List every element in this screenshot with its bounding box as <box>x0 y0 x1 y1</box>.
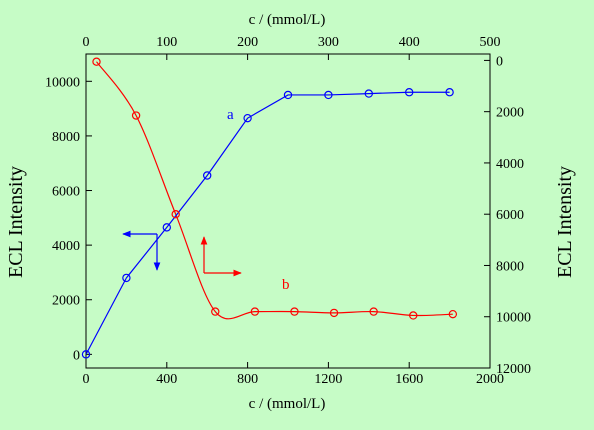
bottom-tick-label: 800 <box>237 372 258 387</box>
series-b-point <box>211 307 220 316</box>
series-b-point <box>369 307 378 316</box>
series-b-curve <box>96 61 453 320</box>
top-axis-title: c / (mmol/L) <box>249 12 326 28</box>
series-b-point <box>290 307 299 316</box>
series-b-point <box>92 57 101 66</box>
series-b-point <box>131 111 141 120</box>
bottom-axis-title: c / (mmol/L) <box>249 396 326 412</box>
series-a-line <box>85 91 450 355</box>
series-b-label: b <box>282 277 290 293</box>
right-tick-label: 12000 <box>496 362 531 377</box>
right-tick-label: 4000 <box>496 157 524 172</box>
bottom-tick-label: 1200 <box>314 372 342 387</box>
top-tick-label: 200 <box>237 35 258 50</box>
right-axis-title: ECL Intensity <box>554 166 576 278</box>
left-tick-label: 4000 <box>52 239 80 254</box>
series-a-point <box>364 89 373 98</box>
series-a-point <box>122 273 131 283</box>
plot-frame <box>85 53 491 369</box>
top-tick-label: 100 <box>156 35 177 50</box>
left-tick-label: 0 <box>73 348 80 363</box>
right-tick-label: 10000 <box>496 311 531 326</box>
series-b-point <box>171 210 180 219</box>
series-b-point <box>250 307 260 316</box>
axis-ticks: 0 400 800 1200 1600 2000 0 100 200 300 400 500 0 2000… <box>45 35 531 387</box>
top-tick-label: 500 <box>480 35 501 50</box>
series-a-point <box>243 113 252 123</box>
series-b-point <box>409 311 418 320</box>
right-tick-label: 8000 <box>496 259 524 274</box>
series-a-label: a <box>227 107 234 123</box>
red-axis-pointer <box>200 236 242 277</box>
series-a-point <box>162 223 171 232</box>
left-axis-title: ECL Intensity <box>5 166 27 278</box>
bottom-tick-label: 1600 <box>395 372 423 387</box>
right-tick-label: 6000 <box>496 208 524 223</box>
left-tick-label: 6000 <box>52 185 80 200</box>
bottom-tick-label: 400 <box>156 372 177 387</box>
left-tick-label: 10000 <box>45 75 80 90</box>
left-tick-label: 8000 <box>52 130 80 145</box>
series-b-point <box>329 308 339 318</box>
series-a-point <box>324 90 333 100</box>
left-tick-label: 2000 <box>52 294 80 309</box>
series-a-point <box>405 88 414 97</box>
series-a-point <box>283 90 293 100</box>
series-b-point <box>448 309 458 319</box>
top-tick-label: 300 <box>318 35 339 50</box>
bottom-tick-label: 0 <box>83 372 90 387</box>
right-tick-label: 2000 <box>496 106 524 121</box>
data-points <box>81 57 458 359</box>
top-tick-label: 400 <box>399 35 420 50</box>
series-a-point <box>81 350 91 359</box>
series-a-point <box>445 88 454 97</box>
top-tick-label: 0 <box>83 35 90 50</box>
bottom-tick-label: 2000 <box>476 372 504 387</box>
right-tick-label: 0 <box>496 54 503 69</box>
series-a-point <box>202 171 212 180</box>
blue-axis-pointer <box>122 230 161 271</box>
